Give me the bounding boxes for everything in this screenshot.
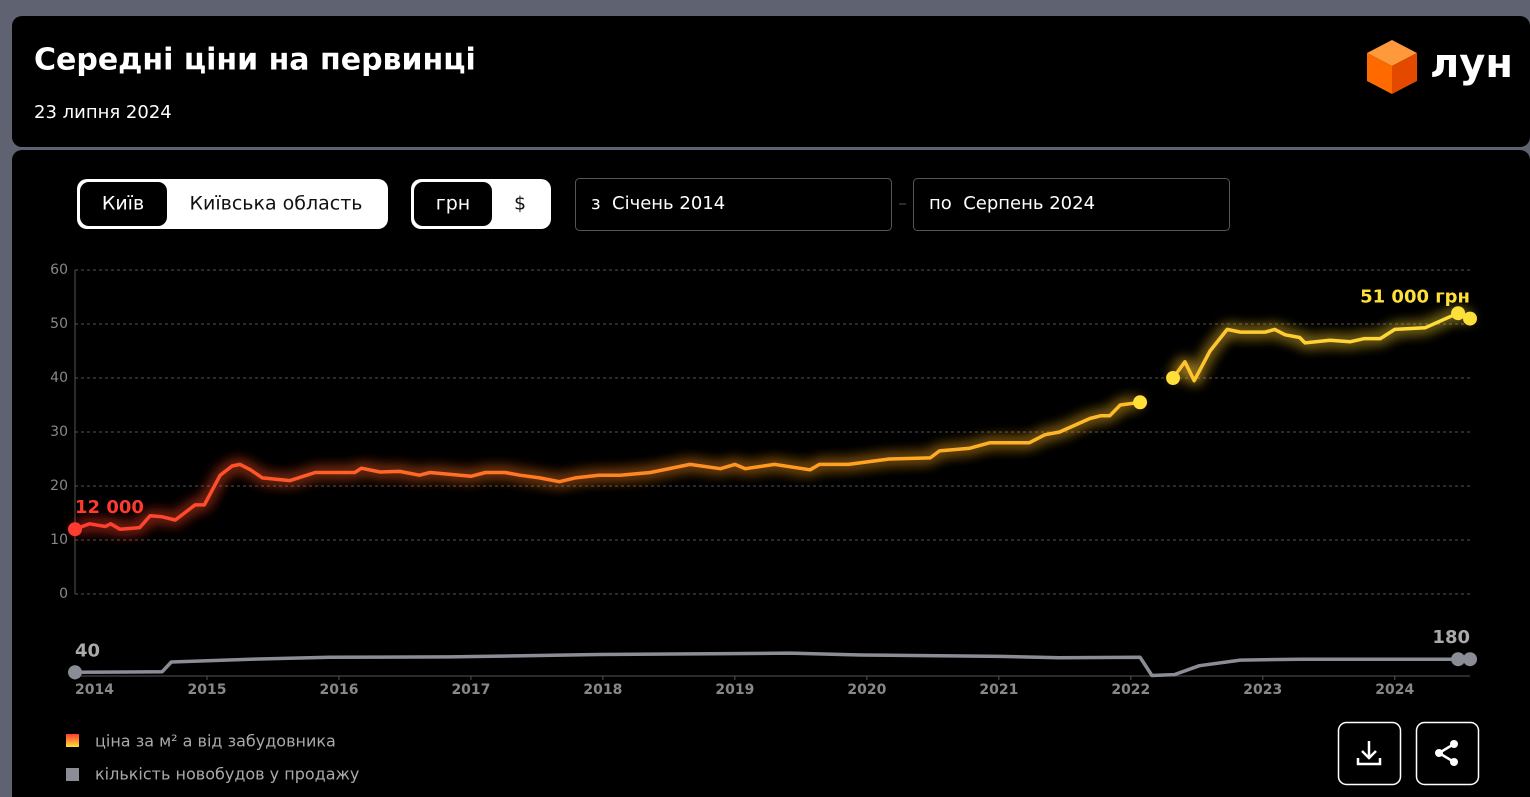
- point-dot: [1133, 395, 1148, 410]
- download-button[interactable]: [1337, 721, 1402, 786]
- to-select[interactable]: [913, 178, 1230, 231]
- from-select[interactable]: [575, 178, 892, 231]
- region-option[interactable]: Київська область: [190, 193, 363, 215]
- currency-option[interactable]: $: [514, 193, 526, 215]
- point-dot: [1463, 311, 1477, 326]
- point-dot: [1463, 652, 1477, 667]
- annotation: 40: [75, 640, 100, 661]
- x-tick-label: 2022: [1111, 682, 1150, 698]
- logo-text: лун: [1430, 41, 1513, 87]
- y-tick-label: 50: [50, 316, 68, 332]
- legend-label: ціна за м² а від забудовника: [95, 732, 336, 751]
- y-tick-label: 40: [50, 370, 68, 386]
- x-tick-label: 2020: [847, 682, 886, 698]
- region-selected[interactable]: [80, 182, 167, 226]
- point-dot: [1451, 652, 1466, 667]
- y-tick-label: 10: [50, 532, 68, 548]
- x-tick-label: 2023: [1243, 682, 1282, 698]
- x-tick-label: 2014: [75, 682, 114, 698]
- legend-swatch: [66, 768, 79, 781]
- title: Середні ціни на первинці: [34, 43, 476, 78]
- legend-swatch: [66, 734, 79, 747]
- plot: 0 10 20 30 40 50 60 2014 2015 2016 2017 2018 2019 202…: [50, 262, 1477, 698]
- point-dot: [1166, 371, 1181, 385]
- x-tick-label: 2019: [715, 682, 754, 698]
- series-line: [74, 311, 1471, 531]
- x-tick-label: 2016: [319, 682, 358, 698]
- annotation: 180: [1432, 627, 1470, 648]
- logo: лун: [1367, 40, 1513, 94]
- y-tick-label: 20: [50, 478, 68, 494]
- chart-card: [12, 150, 1530, 797]
- legend-label: кількість новобудов у продажу: [95, 765, 359, 784]
- annotation: 12 000: [75, 497, 144, 518]
- to-text[interactable]: по Серпень 2024: [929, 193, 1095, 214]
- y-tick-label: 0: [59, 586, 68, 602]
- date: 23 липня 2024: [34, 102, 172, 123]
- series-line: [74, 651, 1470, 678]
- y-tick-label: 60: [50, 262, 68, 278]
- header-card: [12, 16, 1530, 147]
- x-tick-label: 2021: [979, 682, 1018, 698]
- point-dot: [68, 665, 82, 680]
- region-option[interactable]: Київ: [102, 193, 144, 215]
- x-tick-label: 2017: [451, 682, 490, 698]
- x-tick-label: 2024: [1375, 682, 1414, 698]
- annotation: 51 000 грн: [1360, 287, 1470, 308]
- x-tick-label: 2018: [583, 682, 622, 698]
- x-tick-label: 2015: [187, 682, 226, 698]
- currency-selected[interactable]: [414, 182, 492, 226]
- point-dot: [1451, 306, 1466, 321]
- point-dot: [68, 522, 82, 537]
- y-tick-label: 30: [50, 424, 68, 440]
- currency-option[interactable]: грн: [436, 193, 470, 215]
- from-text[interactable]: з Січень 2014: [591, 193, 725, 214]
- share-button[interactable]: [1415, 721, 1480, 786]
